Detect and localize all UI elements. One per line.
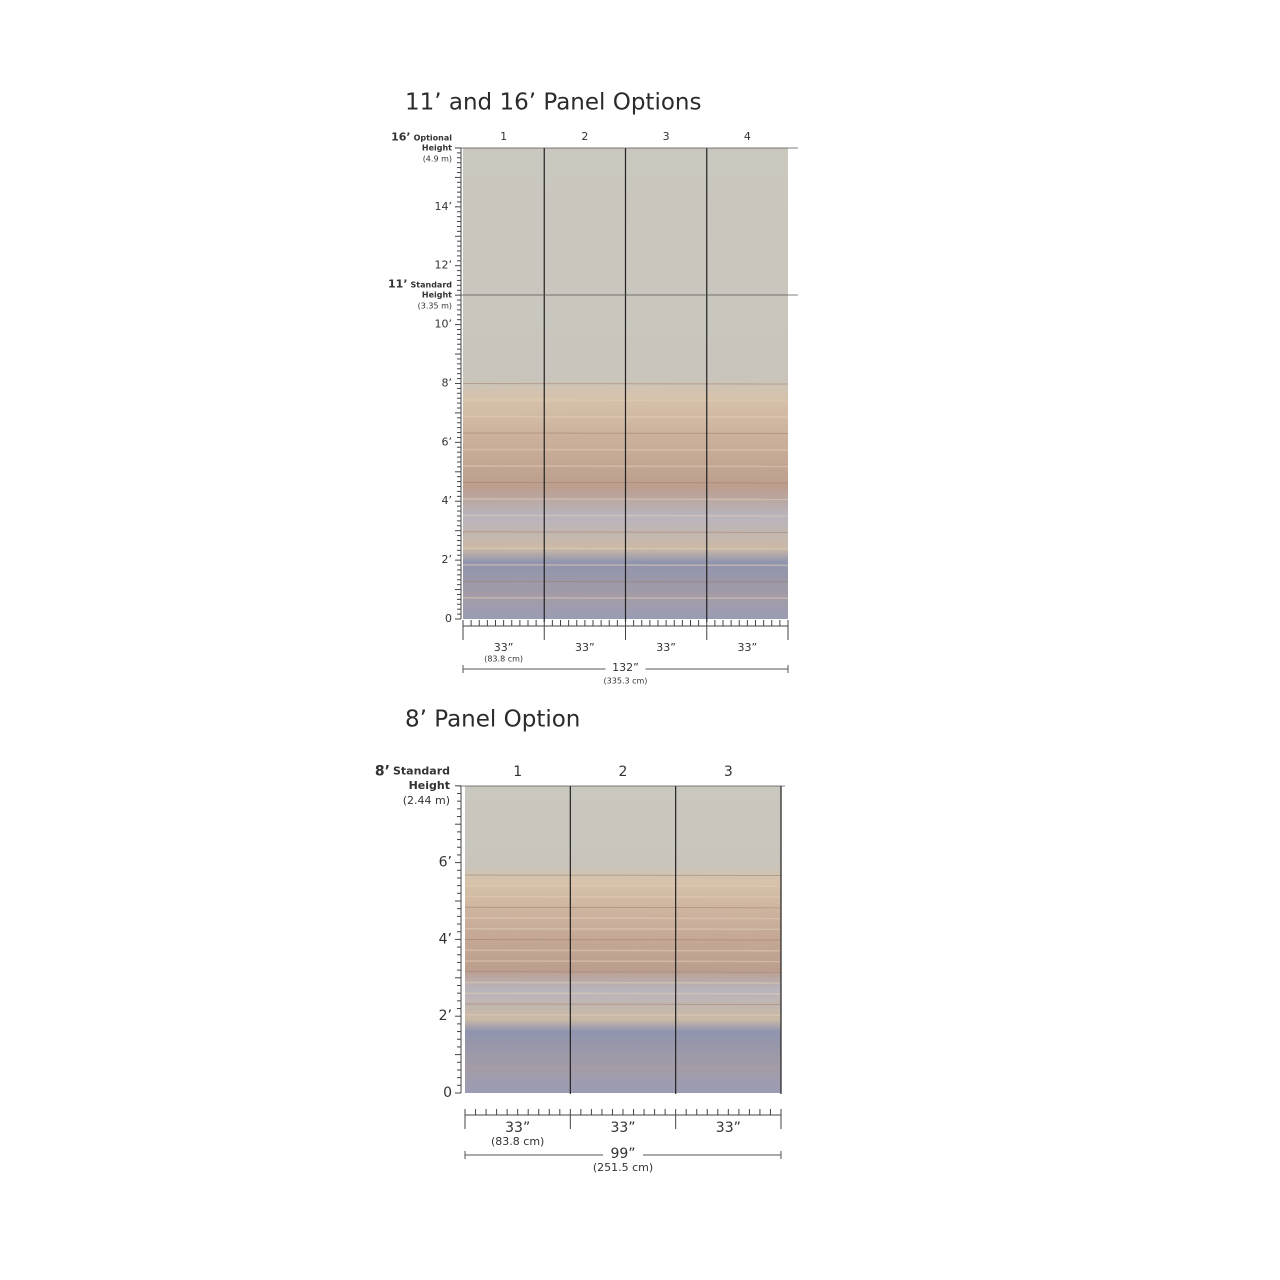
ruler-label: 12’ xyxy=(435,259,453,272)
height-label: Optional xyxy=(414,133,453,142)
panel-width: 33” xyxy=(656,641,676,654)
ruler-label: 6’ xyxy=(442,435,453,448)
ruler-label: 6’ xyxy=(439,855,452,871)
ruler-label: 8’ xyxy=(442,376,453,389)
texture-streak xyxy=(464,885,782,888)
ruler-label: 4’ xyxy=(439,931,452,947)
section-title: 8’ Panel Option xyxy=(405,707,580,733)
ruler-label: 0 xyxy=(445,612,452,625)
height-size: 16’ xyxy=(391,131,411,144)
texture-streak xyxy=(464,971,782,973)
panel-number: 3 xyxy=(663,130,670,143)
panel-width: 33” xyxy=(738,641,758,654)
height-metric: (3.35 m) xyxy=(418,301,452,310)
texture-streak xyxy=(464,928,782,931)
ruler-label: 14’ xyxy=(435,200,453,213)
texture-streak xyxy=(464,895,782,898)
panel-width-metric: (83.8 cm) xyxy=(491,1135,544,1148)
texture-streak xyxy=(464,939,782,941)
ruler-label: 4’ xyxy=(442,494,453,507)
panel-width: 33” xyxy=(505,1120,530,1136)
texture-streak xyxy=(464,981,782,984)
height-size: 11’ xyxy=(388,278,408,291)
total-label-bg xyxy=(605,662,646,674)
total-width-metric: (335.3 cm) xyxy=(604,677,648,686)
height-marker: 8’ Standard xyxy=(375,764,450,780)
panel-number: 1 xyxy=(513,764,522,780)
total-width: 132” xyxy=(612,661,639,674)
height-label: Standard xyxy=(393,765,450,778)
height-label: Standard xyxy=(411,280,453,289)
section-title: 11’ and 16’ Panel Options xyxy=(405,90,701,116)
height-metric: (4.9 m) xyxy=(423,154,452,163)
total-label-bg xyxy=(603,1148,643,1160)
texture-streak xyxy=(464,992,782,995)
height-marker: 16’ Optional xyxy=(391,131,452,144)
panel-number: 3 xyxy=(724,764,733,780)
texture-streak xyxy=(464,917,782,920)
texture-streak xyxy=(464,1003,782,1005)
panel-width: 33” xyxy=(716,1120,741,1136)
height-size: 8’ xyxy=(375,764,390,780)
texture-streak xyxy=(464,949,782,952)
panel-width: 33” xyxy=(610,1120,635,1136)
panel-number: 1 xyxy=(500,130,507,143)
height-marker: 11’ Standard xyxy=(388,278,452,291)
height-metric: (2.44 m) xyxy=(403,794,450,807)
height-label: Height xyxy=(422,291,452,300)
panel-width-metric: (83.8 cm) xyxy=(484,655,523,664)
texture-streak xyxy=(464,960,782,963)
ruler-label: 0 xyxy=(443,1085,452,1101)
panel-width: 33” xyxy=(575,641,595,654)
panel-number: 2 xyxy=(619,764,628,780)
ruler-label: 2’ xyxy=(439,1008,452,1024)
texture-streak xyxy=(464,1013,782,1016)
total-width: 99” xyxy=(610,1146,635,1162)
ruler-label: 2’ xyxy=(442,553,453,566)
total-width-metric: (251.5 cm) xyxy=(593,1161,653,1174)
height-label: Height xyxy=(409,779,450,792)
ruler-label: 10’ xyxy=(435,318,453,331)
texture-streak xyxy=(464,906,782,909)
panel-width: 33” xyxy=(494,641,514,654)
panel-number: 2 xyxy=(581,130,588,143)
texture-streak xyxy=(464,874,782,877)
panel-number: 4 xyxy=(744,130,751,143)
height-label: Height xyxy=(422,144,452,153)
